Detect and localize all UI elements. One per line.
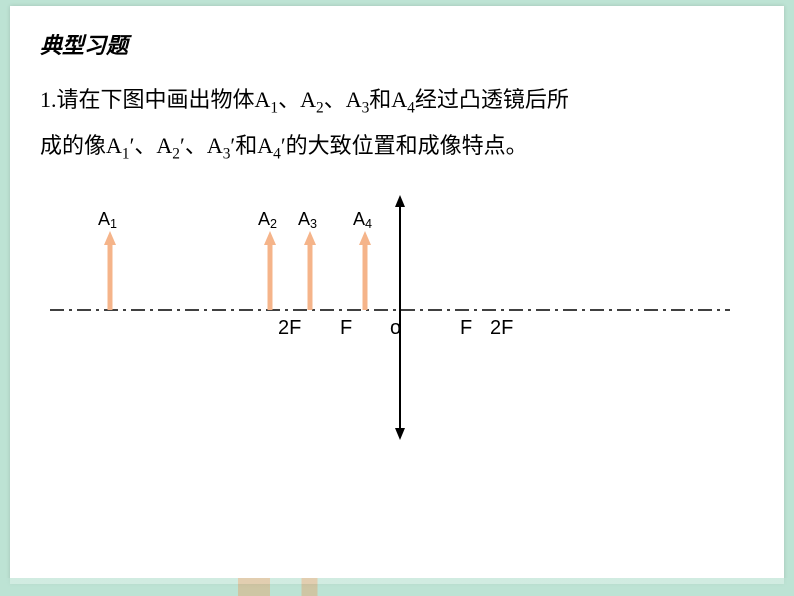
page-container: 典型习题 1.请在下图中画出物体A1、A2、A3和A4经过凸透镜后所 成的像A1… [10, 6, 784, 584]
section-title: 典型习题 [40, 28, 754, 60]
footer-decoration [0, 578, 794, 596]
svg-text:A3: A3 [298, 209, 317, 231]
diagram-svg: A1 A2 A3 A4 2F Fo F 2F [40, 180, 740, 480]
svg-text:A2: A2 [258, 209, 277, 231]
svg-text:F: F [340, 317, 352, 339]
svg-text:o: o [390, 317, 401, 339]
problem-line2: 成的像A1′、A2′、A3′和A4′的大致位置和成像特点。 [40, 133, 528, 158]
svg-text:F: F [460, 317, 472, 339]
optics-diagram: A1 A2 A3 A4 2F Fo F 2F [40, 180, 740, 480]
svg-text:2F: 2F [490, 317, 513, 339]
svg-text:A4: A4 [353, 209, 372, 231]
problem-text: 1.请在下图中画出物体A1、A2、A3和A4经过凸透镜后所 成的像A1′、A2′… [40, 78, 754, 170]
svg-text:2F: 2F [278, 317, 301, 339]
svg-text:A1: A1 [98, 209, 117, 231]
problem-line1: 请在下图中画出物体A1、A2、A3和A4经过凸透镜后所 [57, 87, 569, 112]
problem-number: 1. [40, 87, 57, 112]
